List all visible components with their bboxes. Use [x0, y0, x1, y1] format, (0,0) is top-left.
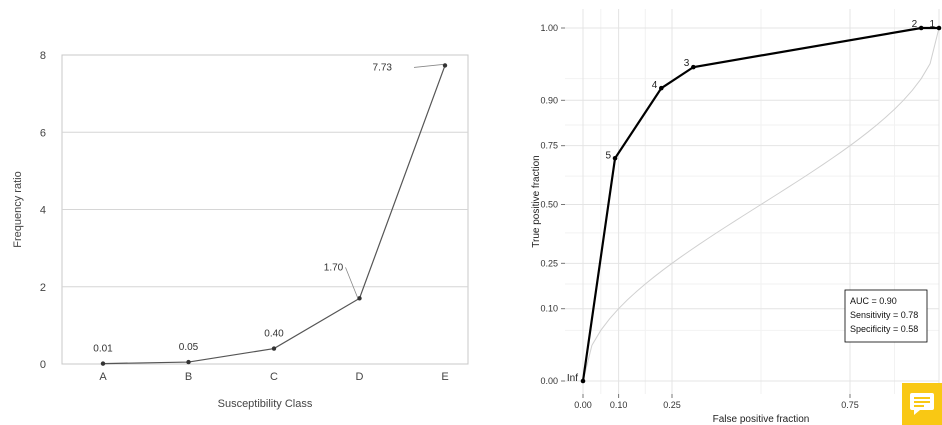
y-tick-label: 0.75: [540, 141, 558, 151]
roc-point: [936, 25, 942, 31]
roc-point-label: 5: [605, 150, 611, 161]
roc-point-label: 4: [652, 80, 658, 91]
data-point: [186, 359, 191, 365]
y-tick-label: 4: [40, 205, 46, 217]
diagonal-reference-line: [582, 27, 940, 382]
data-point: [357, 296, 362, 301]
x-axis-title: Susceptibility Class: [218, 398, 313, 410]
auc-annotation-line: Sensitivity = 0.78: [850, 310, 918, 320]
data-point: [442, 63, 448, 68]
roc-point-label: 2: [912, 19, 918, 30]
y-tick-label: 8: [40, 50, 46, 62]
data-label: 7.73: [373, 62, 393, 73]
y-tick-label: 0.50: [540, 200, 558, 210]
auc-annotation-box: [844, 289, 928, 343]
y-tick-label: 2: [40, 282, 46, 294]
data-label: 1.70: [324, 262, 344, 273]
x-tick-label: 0.25: [663, 400, 681, 410]
data-point: [271, 346, 277, 351]
x-tick-label: E: [441, 371, 448, 383]
auc-annotation-line: AUC = 0.90: [850, 296, 897, 306]
data-label: 0.05: [179, 342, 199, 353]
roc-curve-chart: 0.00 0.10 0.25 0.50 0.75 0.90 1.00 0.00 0.10 0.25…: [531, 9, 942, 425]
data-label-leader: [345, 267, 358, 298]
y-tick-label: 0: [40, 359, 46, 371]
auc-annotation-line: Specificity = 0.58: [850, 324, 918, 334]
x-tick-label: 0.00: [574, 400, 592, 410]
x-tick-label: A: [99, 371, 107, 383]
y-tick-label: 0.10: [540, 304, 558, 314]
roc-point: [659, 85, 664, 91]
x-tick-label: 0.10: [610, 400, 628, 410]
roc-point-label: 3: [684, 58, 690, 69]
data-label: 0.01: [93, 344, 113, 355]
roc-point: [691, 64, 696, 70]
x-axis-title: False positive fraction: [713, 414, 810, 425]
chat-icon: [910, 393, 934, 415]
roc-point-label: Inf: [567, 373, 578, 384]
y-tick-label: 6: [40, 127, 46, 139]
x-tick-label: B: [185, 371, 192, 383]
x-tick-label: C: [270, 371, 278, 383]
y-tick-label: 0.90: [540, 95, 558, 105]
data-label: 0.40: [264, 329, 284, 340]
roc-point: [580, 378, 586, 384]
roc-point-label: 1: [929, 19, 935, 30]
x-tick-label: 0.75: [841, 400, 859, 410]
y-axis-title: Frequency ratio: [12, 171, 24, 247]
y-axis-title: True positive fraction: [531, 155, 542, 247]
y-tick-label: 1.00: [540, 23, 558, 33]
roc-curve-line: [581, 26, 939, 382]
roc-point: [918, 25, 924, 31]
y-tick-label: 0.25: [540, 258, 558, 268]
roc-point: [612, 155, 618, 161]
data-label-leader: [413, 64, 444, 68]
data-point: [100, 361, 106, 366]
feedback-button[interactable]: [902, 383, 942, 425]
frequency-ratio-chart: 0 2 4 6 8 A B C D E 0.01 0.05 0.40 1.70 7.73 Susceptibi…: [12, 50, 469, 410]
y-tick-label: 0.00: [540, 376, 558, 386]
x-tick-label: D: [356, 371, 364, 383]
